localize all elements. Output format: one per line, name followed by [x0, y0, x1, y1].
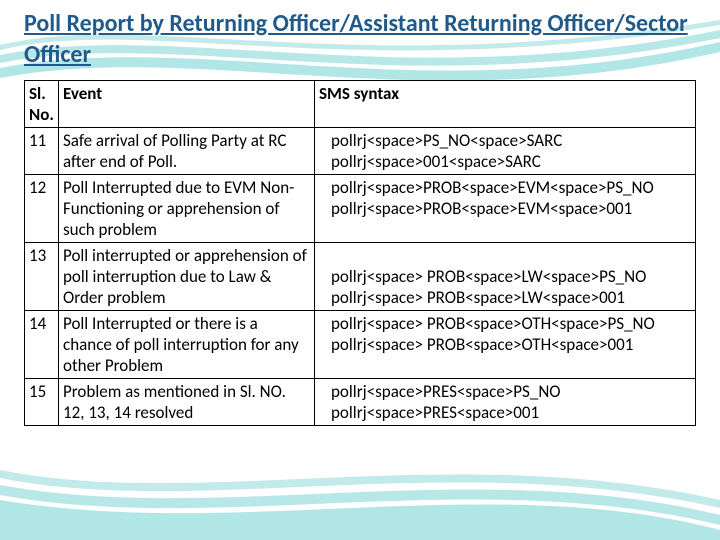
col-header-slno: Sl. No. [25, 81, 59, 128]
cell-event: Safe arrival of Polling Party at RC afte… [59, 128, 315, 175]
table-row: 11 Safe arrival of Polling Party at RC a… [25, 128, 696, 175]
cell-sms: pollrj<space>PRES<space>PS_NOpollrj<spac… [315, 379, 696, 426]
cell-sms: pollrj<space>PS_NO<space>SARCpollrj<spac… [315, 128, 696, 175]
table-row: 15 Problem as mentioned in Sl. NO. 12, 1… [25, 379, 696, 426]
poll-report-table: Sl. No. Event SMS syntax 11 Safe arrival… [24, 80, 696, 426]
cell-sms: pollrj<space> PROB<space>OTH<space>PS_NO… [315, 311, 696, 379]
col-header-event: Event [59, 81, 315, 128]
cell-slno: 15 [25, 379, 59, 426]
cell-event: Poll Interrupted due to EVM Non-Function… [59, 175, 315, 243]
col-header-sms: SMS syntax [315, 81, 696, 128]
cell-event: Poll interrupted or apprehension of poll… [59, 243, 315, 311]
cell-event: Poll Interrupted or there is a chance of… [59, 311, 315, 379]
cell-event: Problem as mentioned in Sl. NO. 12, 13, … [59, 379, 315, 426]
cell-slno: 11 [25, 128, 59, 175]
cell-sms: pollrj<space> PROB<space>LW<space>PS_NOp… [315, 243, 696, 311]
cell-slno: 13 [25, 243, 59, 311]
page-title: Poll Report by Returning Officer/Assista… [24, 8, 696, 70]
cell-slno: 14 [25, 311, 59, 379]
table-row: 13 Poll interrupted or apprehension of p… [25, 243, 696, 311]
table-row: 12 Poll Interrupted due to EVM Non-Funct… [25, 175, 696, 243]
cell-sms: pollrj<space>PROB<space>EVM<space>PS_NOp… [315, 175, 696, 243]
cell-slno: 12 [25, 175, 59, 243]
table-header-row: Sl. No. Event SMS syntax [25, 81, 696, 128]
table-row: 14 Poll Interrupted or there is a chance… [25, 311, 696, 379]
